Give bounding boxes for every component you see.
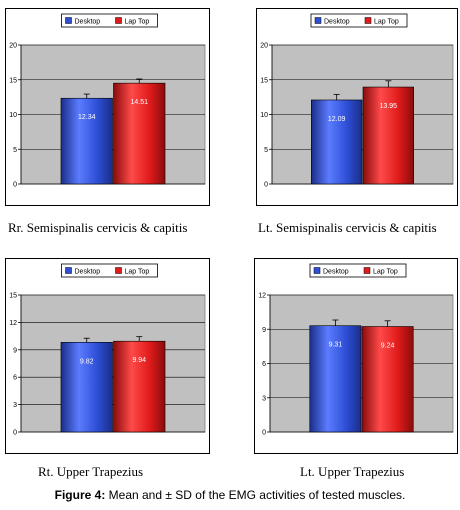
chart-panel-4: 0 3 6 9 12 9.31 9.24 Desktop Lap Top [254, 258, 458, 454]
chart-panel-1: 0 5 10 15 20 12.34 14.51 Desktop Lap Top [5, 8, 210, 206]
chart-caption-3: Rt. Upper Trapezius [38, 464, 144, 479]
legend-label: Desktop [75, 269, 101, 276]
chart-1: 0 5 10 15 20 12.34 14.51 Desktop Lap Top [9, 13, 206, 189]
legend-label: Lap Top [374, 19, 399, 26]
y-tick-label: 15 [9, 77, 17, 84]
bar-lap-top [361, 326, 414, 433]
y-tick-label: 6 [262, 361, 266, 368]
value-label: 9.82 [80, 358, 94, 365]
value-label: 9.24 [381, 343, 395, 350]
legend-label: Desktop [75, 19, 101, 26]
y-tick-label: 20 [260, 43, 268, 50]
y-tick-label: 12 [9, 320, 17, 327]
chart-4: 0 3 6 9 12 9.31 9.24 Desktop Lap Top [258, 263, 454, 437]
chart-caption-4: Lt. Upper Trapezius [300, 464, 405, 479]
bar-desktop [60, 97, 113, 185]
legend [310, 13, 408, 28]
legend-label: Lap Top [125, 269, 150, 276]
legend-swatch [115, 17, 122, 24]
chart-caption-1: Rr. Semispinalis cervicis & capitis [8, 220, 188, 235]
y-tick-label: 0 [264, 182, 268, 189]
y-tick-label: 0 [262, 430, 266, 437]
y-tick-label: 15 [260, 77, 268, 84]
bar-desktop [311, 99, 363, 185]
value-label: 9.31 [329, 342, 343, 349]
legend-swatch [314, 17, 322, 24]
y-tick-label: 0 [13, 182, 17, 189]
figure-caption-text: Mean and ± SD of the EMG activities of t… [105, 488, 406, 502]
legend [61, 13, 158, 28]
y-tick-label: 3 [262, 395, 266, 402]
y-tick-label: 12 [258, 293, 266, 300]
chart-panel-3: 0 3 6 9 12 15 9.82 9.94 Desktop Lap Top [5, 258, 210, 454]
chart-caption-2: Lt. Semispinalis cervicis & capitis [258, 220, 437, 235]
y-tick-label: 9 [262, 327, 266, 334]
value-label: 12.09 [328, 116, 346, 123]
legend [309, 263, 407, 278]
legend [61, 263, 158, 278]
legend-swatch [364, 17, 372, 24]
value-label: 13.95 [380, 103, 398, 110]
value-label: 9.94 [132, 357, 146, 364]
bar-desktop [309, 325, 362, 433]
legend-swatch [65, 17, 72, 24]
y-tick-label: 20 [9, 43, 17, 50]
y-tick-label: 5 [264, 147, 268, 154]
legend-label: Lap Top [373, 269, 398, 276]
legend-swatch [313, 267, 321, 274]
chart-panel-2: 0 5 10 15 20 12.09 13.95 Desktop Lap Top [256, 8, 458, 206]
bar-desktop [60, 342, 113, 433]
legend-label: Desktop [323, 269, 349, 276]
figure-caption-label: Figure 4: [54, 488, 106, 502]
y-tick-label: 0 [13, 430, 17, 437]
legend-swatch [65, 267, 72, 274]
legend-swatch [363, 267, 371, 274]
y-tick-label: 9 [13, 347, 17, 354]
y-tick-label: 5 [13, 147, 17, 154]
bar-lap-top [362, 86, 414, 185]
y-tick-label: 3 [13, 402, 17, 409]
legend-label: Lap Top [125, 19, 150, 26]
chart-2: 0 5 10 15 20 12.09 13.95 Desktop Lap Top [260, 13, 454, 189]
bar-lap-top [113, 82, 166, 185]
plot-area [20, 294, 206, 433]
figure-caption: Figure 4: Mean and ± SD of the EMG activ… [0, 488, 460, 502]
y-tick-label: 15 [9, 293, 17, 300]
legend-swatch [115, 267, 122, 274]
chart-3: 0 3 6 9 12 15 9.82 9.94 Desktop Lap Top [9, 263, 206, 437]
legend-label: Desktop [324, 19, 350, 26]
y-tick-label: 10 [260, 112, 268, 119]
y-tick-label: 10 [9, 112, 17, 119]
value-label: 14.51 [130, 99, 148, 106]
value-label: 12.34 [78, 114, 96, 121]
y-tick-label: 6 [13, 375, 17, 382]
bar-lap-top [113, 340, 166, 433]
